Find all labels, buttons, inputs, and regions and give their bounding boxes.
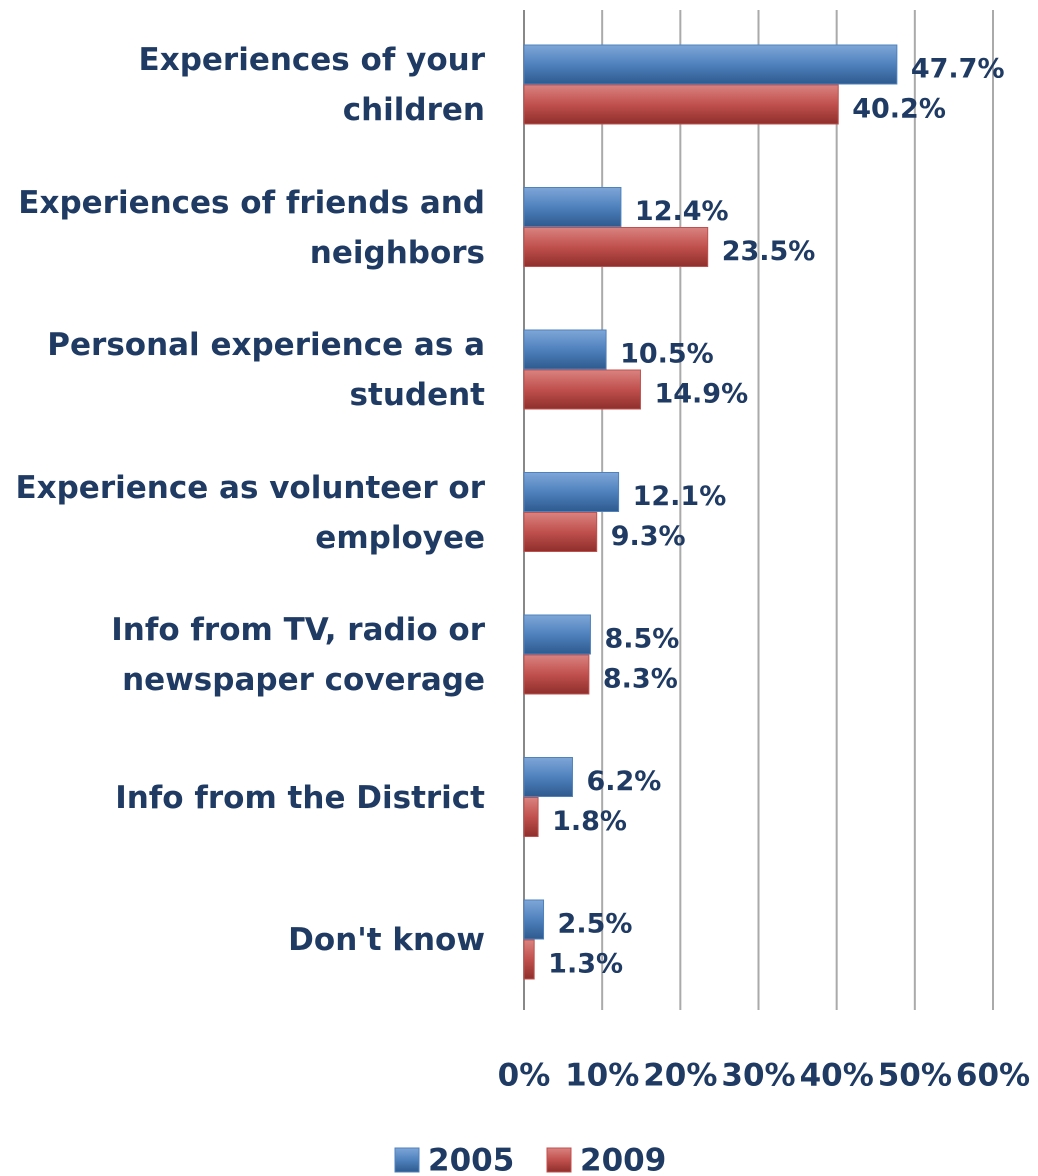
bar — [523, 369, 641, 410]
bar — [523, 757, 573, 797]
value-label: 1.3% — [548, 949, 623, 980]
category-label: Experiences of friends and neighbors — [18, 184, 485, 271]
x-tick-label: 0% — [498, 1058, 551, 1094]
value-label: 23.5% — [722, 236, 816, 267]
category-label: Info from TV, radio or newspaper coverag… — [111, 612, 485, 698]
x-tick-label: 50% — [878, 1058, 952, 1094]
legend-label: 2009 — [580, 1143, 666, 1176]
value-label: 8.5% — [604, 624, 679, 655]
bar — [523, 329, 607, 370]
category-label: Info from the District — [115, 779, 485, 816]
value-label: 8.3% — [603, 664, 678, 695]
bar — [523, 512, 598, 552]
x-tick-label: 20% — [643, 1058, 717, 1094]
bar — [523, 44, 898, 85]
category-label: Don't know — [288, 922, 485, 958]
value-label: 6.2% — [586, 766, 661, 797]
bar — [523, 472, 620, 512]
value-label: 12.1% — [633, 481, 727, 512]
category-label: Personal experience as a student — [47, 327, 485, 413]
legend-swatch — [394, 1147, 420, 1173]
bar — [523, 939, 535, 980]
legend-swatch — [546, 1147, 572, 1173]
legend-label: 2005 — [428, 1143, 514, 1176]
bar — [523, 84, 839, 125]
x-tick-label: 60% — [956, 1058, 1030, 1094]
bar — [523, 614, 591, 655]
value-label: 9.3% — [611, 521, 686, 552]
x-tick-label: 40% — [800, 1058, 874, 1094]
bar — [523, 187, 622, 227]
value-label: 14.9% — [654, 379, 748, 410]
category-label: Experience as volunteer or employee — [15, 469, 485, 556]
value-label: 2.5% — [558, 909, 633, 940]
value-label: 12.4% — [635, 196, 729, 227]
category-label: Experiences of your children — [138, 42, 485, 128]
bar — [523, 797, 539, 837]
value-label: 10.5% — [620, 339, 714, 370]
x-tick-label: 10% — [565, 1058, 639, 1094]
bar — [523, 654, 590, 695]
x-tick-label: 30% — [721, 1058, 795, 1094]
bar — [523, 227, 709, 267]
bar — [523, 899, 545, 940]
value-label: 40.2% — [852, 94, 946, 125]
value-label: 1.8% — [552, 806, 627, 837]
value-label: 47.7% — [911, 54, 1005, 85]
